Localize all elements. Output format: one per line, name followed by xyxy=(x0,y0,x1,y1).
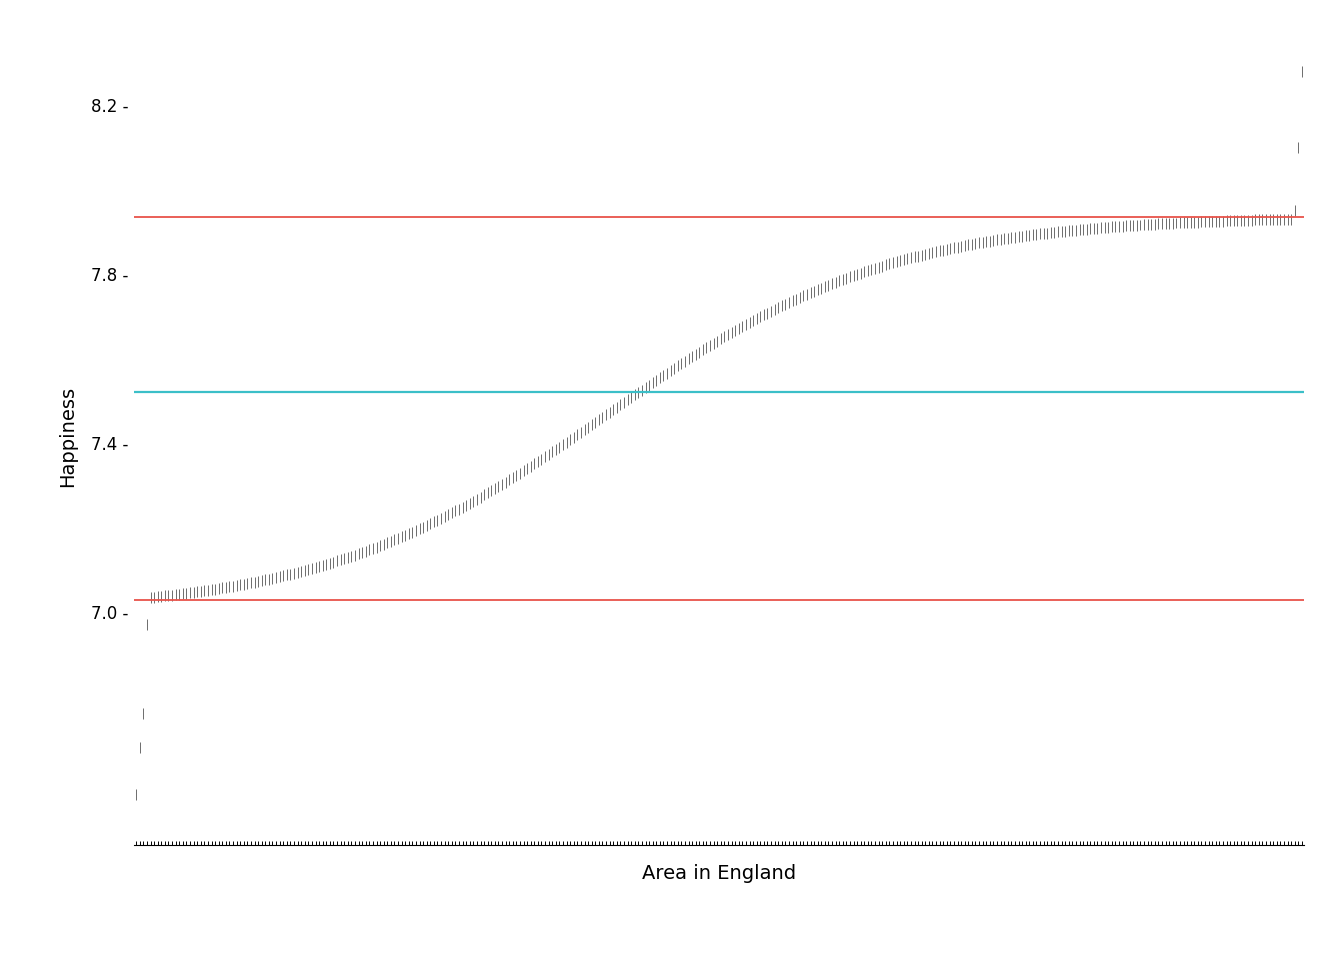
X-axis label: Area in England: Area in England xyxy=(642,864,796,882)
Y-axis label: Happiness: Happiness xyxy=(58,386,78,488)
